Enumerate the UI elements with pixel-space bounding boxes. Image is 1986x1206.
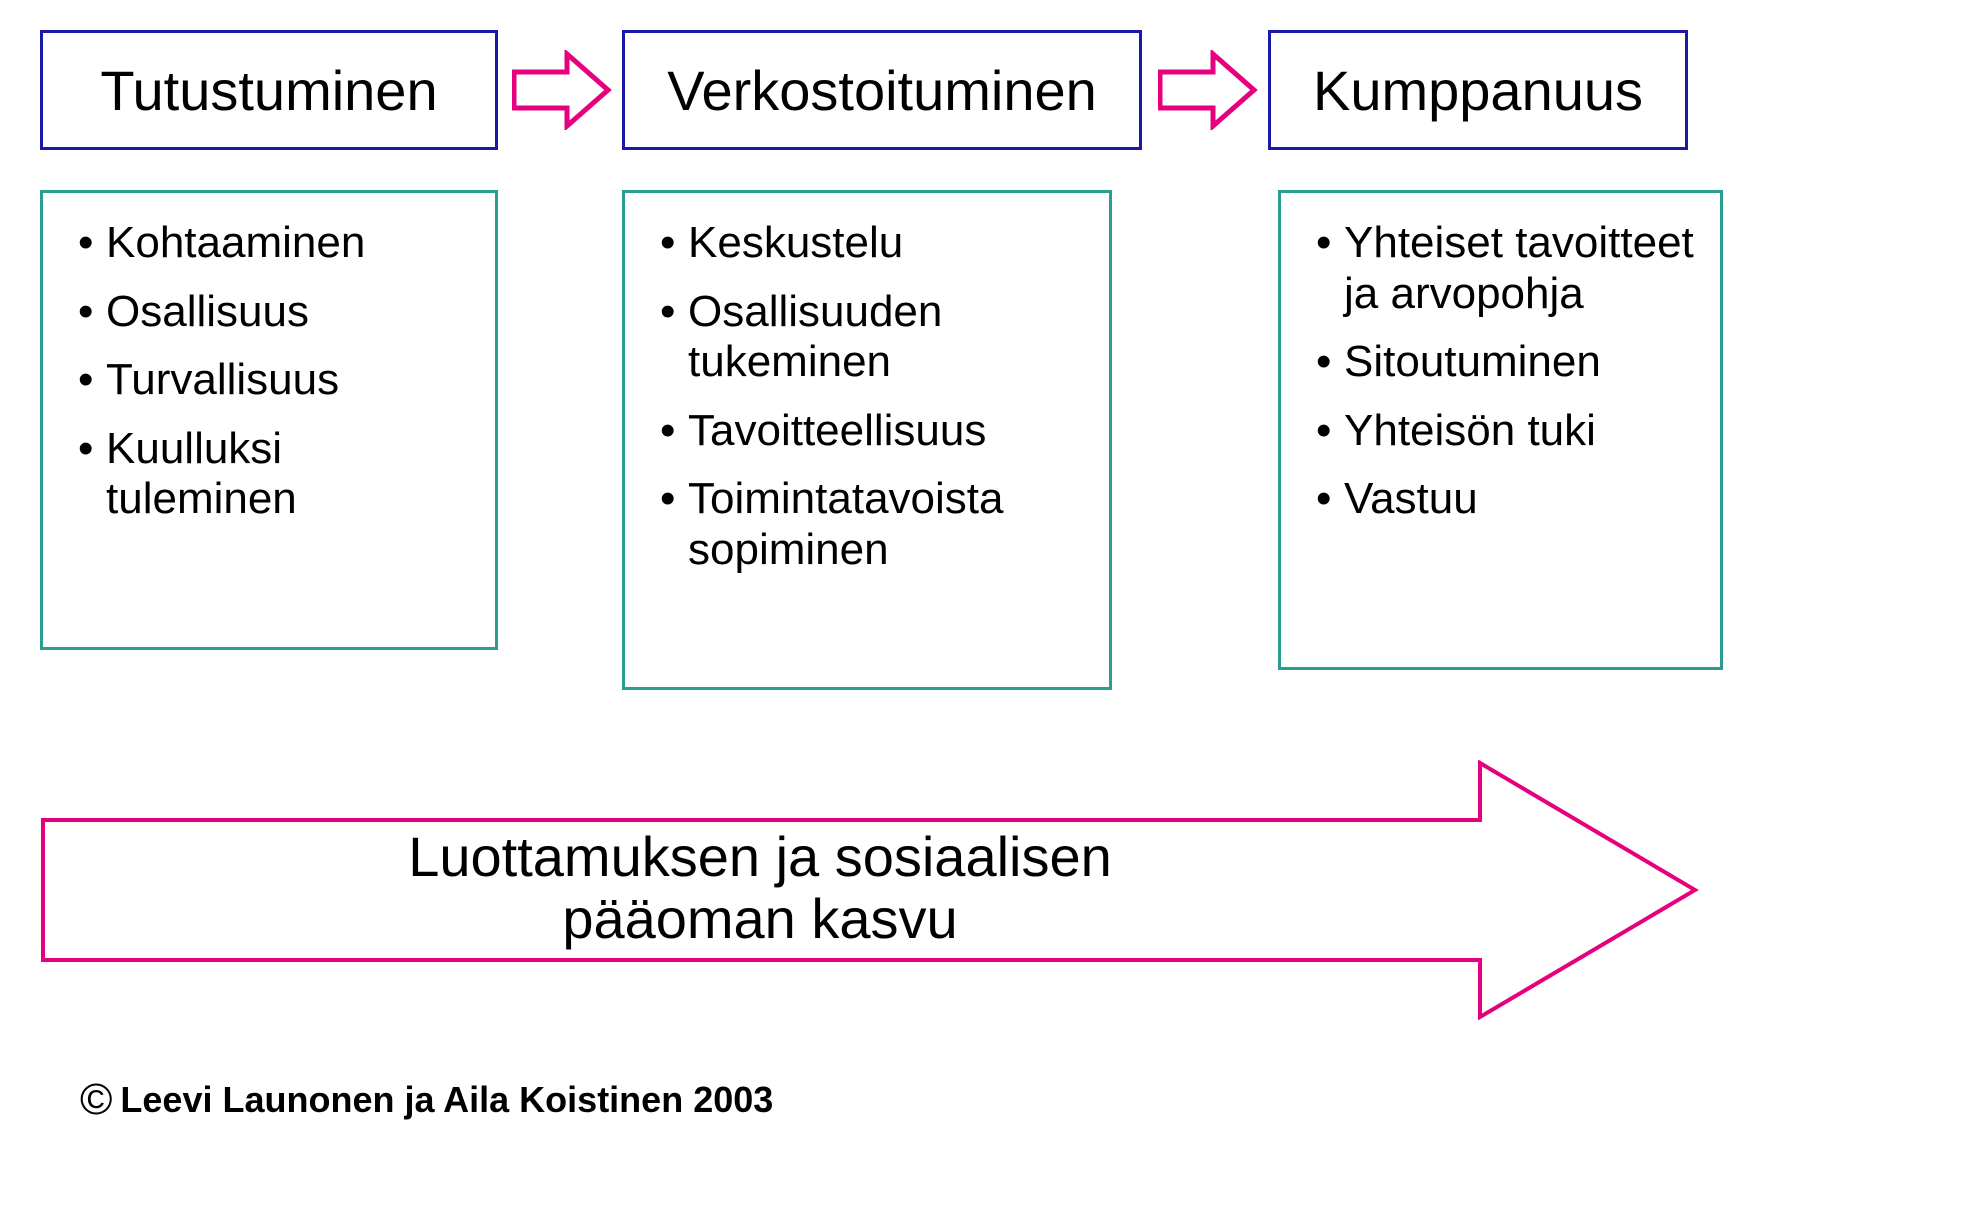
- arrow-icon: [1158, 50, 1258, 130]
- list-item: Kohtaaminen: [78, 218, 470, 269]
- list-item: Yhteisön tuki: [1316, 406, 1695, 457]
- growth-arrow-line2: pääoman kasvu: [40, 888, 1480, 950]
- list-item: Yhteiset tavoitteet ja arvopohja: [1316, 218, 1695, 319]
- copyright-symbol-icon: ©: [80, 1075, 112, 1125]
- stage-2-list-box: Keskustelu Osallisuuden tukeminen Tavoit…: [622, 190, 1112, 690]
- copyright: © Leevi Launonen ja Aila Koistinen 2003: [80, 1075, 773, 1125]
- growth-arrow: Luottamuksen ja sosiaalisen pääoman kasv…: [40, 760, 1700, 1020]
- list-item: Vastuu: [1316, 474, 1695, 525]
- list-item: Turvallisuus: [78, 355, 470, 406]
- list-item: Tavoitteellisuus: [660, 406, 1084, 457]
- growth-arrow-line1: Luottamuksen ja sosiaalisen: [40, 826, 1480, 888]
- growth-arrow-text: Luottamuksen ja sosiaalisen pääoman kasv…: [40, 826, 1480, 949]
- stage-2-title: Verkostoituminen: [667, 58, 1097, 123]
- stage-1-list: Kohtaaminen Osallisuus Turvallisuus Kuul…: [78, 218, 470, 525]
- list-item: Sitoutuminen: [1316, 337, 1695, 388]
- stage-1-list-box: Kohtaaminen Osallisuus Turvallisuus Kuul…: [40, 190, 498, 650]
- stage-2-title-box: Verkostoituminen: [622, 30, 1142, 150]
- list-item: Osallisuus: [78, 287, 470, 338]
- list-item: Toimintatavoista sopiminen: [660, 474, 1084, 575]
- stage-3-title-box: Kumppanuus: [1268, 30, 1688, 150]
- stage-1-title: Tutustuminen: [100, 58, 437, 123]
- stage-1-title-box: Tutustuminen: [40, 30, 498, 150]
- list-item: Osallisuuden tukeminen: [660, 287, 1084, 388]
- stage-3-title: Kumppanuus: [1313, 58, 1643, 123]
- list-item: Keskustelu: [660, 218, 1084, 269]
- stage-3-list-box: Yhteiset tavoitteet ja arvopohja Sitoutu…: [1278, 190, 1723, 670]
- arrow-icon: [512, 50, 612, 130]
- stage-3-list: Yhteiset tavoitteet ja arvopohja Sitoutu…: [1316, 218, 1695, 525]
- copyright-text: Leevi Launonen ja Aila Koistinen 2003: [120, 1079, 773, 1121]
- stage-2-list: Keskustelu Osallisuuden tukeminen Tavoit…: [660, 218, 1084, 576]
- list-item: Kuulluksi tuleminen: [78, 424, 470, 525]
- process-diagram: Tutustuminen Kohtaaminen Osallisuus Turv…: [20, 20, 1966, 1186]
